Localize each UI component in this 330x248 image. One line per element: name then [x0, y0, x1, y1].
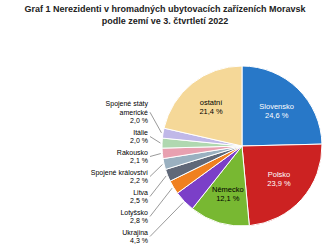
category-label: Rakousko — [117, 149, 148, 156]
value-label: 23,9 % — [267, 179, 291, 188]
leader-line — [150, 203, 183, 237]
leader-line — [150, 154, 161, 157]
category-label: Polsko — [268, 170, 291, 179]
value-label: 24,6 % — [265, 111, 289, 120]
label-line: ostatní — [200, 98, 223, 107]
label-line: Polsko — [268, 170, 291, 179]
value-label: 2,2 % — [130, 177, 148, 184]
data-label: Polsko23,9 % — [267, 170, 291, 188]
title: Graf 1 Nerezidenti v hromadných ubytovac… — [24, 4, 306, 14]
data-label: Rakousko2,1 % — [117, 149, 148, 165]
label-line: Německo — [212, 185, 244, 194]
data-label: Itálie2,0 % — [130, 129, 148, 145]
leader-line — [150, 164, 163, 176]
label-line: Spojené království — [91, 169, 148, 177]
data-label: Spojené království2,2 % — [91, 169, 148, 185]
chart-svg: Graf 1 Nerezidenti v hromadných ubytovac… — [0, 0, 330, 248]
data-label: Německo12,1 % — [212, 185, 244, 203]
data-label: Ukrajina4,3 % — [122, 229, 148, 245]
slices — [162, 66, 322, 226]
pie-slice — [242, 144, 322, 226]
category-label: Slovensko — [259, 102, 294, 111]
data-labels: Slovensko24,6 % Polsko23,9 % Německo12,1 %… — [91, 98, 294, 244]
subtitle: podle zemí ve 3. čtvrtletí 2022 — [102, 16, 229, 26]
value-label: 2,0 % — [130, 137, 148, 144]
value-label: 2,8 % — [130, 217, 148, 224]
category-label: Spojené království — [91, 169, 148, 177]
pie: Slovensko24,6 % Polsko23,9 % Německo12,1 %… — [91, 66, 322, 244]
leader-line — [150, 176, 166, 197]
leader-line — [150, 137, 160, 144]
category-label: Německo — [212, 185, 244, 194]
data-label: Slovensko24,6 % — [259, 102, 294, 120]
category-label: Litva — [133, 189, 148, 196]
value-label: 2,5 % — [130, 197, 148, 204]
label-line: Slovensko — [259, 102, 294, 111]
leader-lines — [150, 112, 183, 236]
value-label: 21,4 % — [199, 107, 223, 116]
data-label: Litva2,5 % — [130, 189, 148, 205]
value-label: 2,1 % — [130, 157, 148, 164]
chart-container: Graf 1 Nerezidenti v hromadných ubytovac… — [0, 0, 330, 248]
category-label: Lotyšsko — [120, 209, 148, 217]
data-label: Lotyšsko2,8 % — [120, 209, 148, 225]
category-label: ostatní — [200, 98, 223, 107]
category-label: Ukrajina — [122, 229, 148, 237]
label-line: Litva — [133, 189, 148, 196]
pie-slice — [242, 66, 322, 146]
value-label: 2,0 % — [130, 117, 148, 124]
pie-slice — [164, 66, 242, 146]
pie-slice — [163, 146, 242, 169]
label-line: Lotyšsko — [120, 209, 148, 217]
value-label: 12,1 % — [216, 194, 240, 203]
data-label: Spojené státyamerické2,0 % — [106, 100, 149, 124]
category-label: Spojené státyamerické — [106, 100, 149, 116]
category-label: Itálie — [133, 129, 148, 136]
data-label: ostatní21,4 % — [199, 98, 223, 116]
leader-line — [150, 112, 161, 133]
label-line: Itálie — [133, 129, 148, 136]
label-line: americké — [120, 109, 149, 116]
label-line: Spojené státy — [106, 100, 149, 108]
label-line: Ukrajina — [122, 229, 148, 237]
value-label: 4,3 % — [130, 237, 148, 244]
label-line: Rakousko — [117, 149, 148, 156]
